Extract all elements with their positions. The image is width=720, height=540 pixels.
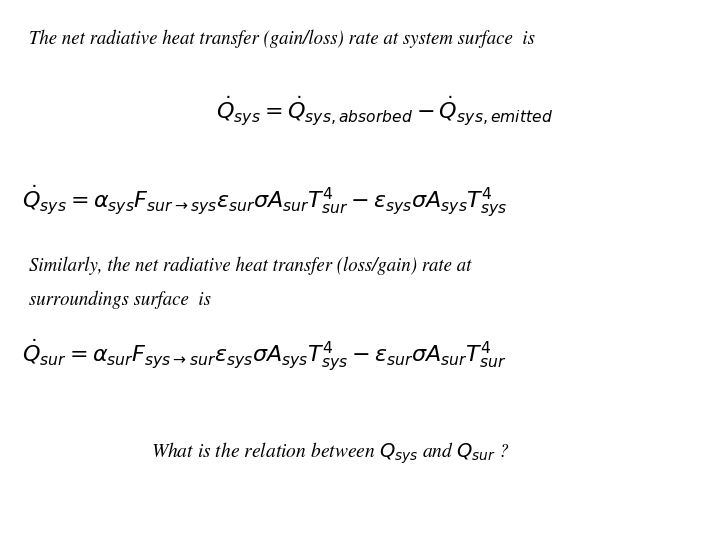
Text: What is the relation between $Q_{sys}$ and $Q_{sur}$ ?: What is the relation between $Q_{sys}$ a… [151,440,510,465]
Text: surroundings surface  is: surroundings surface is [29,291,211,309]
Text: $\dot{Q}_{sys} = \alpha_{sys} F_{sur\rightarrow sys} \varepsilon_{sur} \sigma A_: $\dot{Q}_{sys} = \alpha_{sys} F_{sur\rig… [22,184,507,220]
Text: $\dot{Q}_{sur} = \alpha_{sur} F_{sys\rightarrow sur} \varepsilon_{sys} \sigma A_: $\dot{Q}_{sur} = \alpha_{sur} F_{sys\rig… [22,338,506,374]
Text: The net radiative heat transfer (gain/loss) rate at system surface  is: The net radiative heat transfer (gain/lo… [29,30,535,48]
Text: $\dot{Q}_{sys} = \dot{Q}_{sys,absorbed} - \dot{Q}_{sys,emitted}$: $\dot{Q}_{sys} = \dot{Q}_{sys,absorbed} … [216,94,553,128]
Text: Similarly, the net radiative heat transfer (loss/gain) rate at: Similarly, the net radiative heat transf… [29,256,471,275]
